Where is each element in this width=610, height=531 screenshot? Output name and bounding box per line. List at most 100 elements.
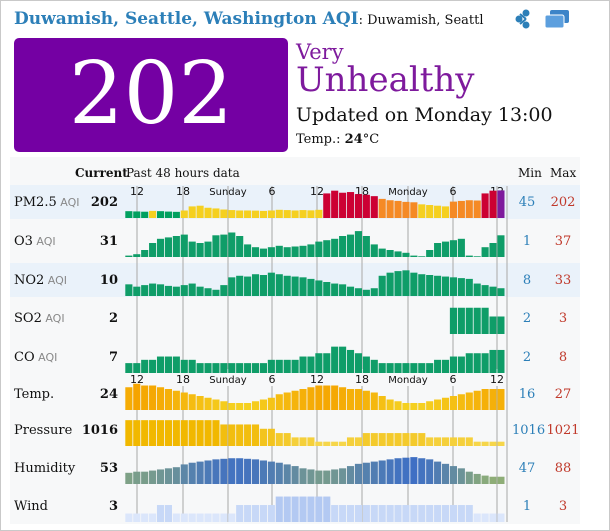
top-axis-tick-6: Monday xyxy=(388,187,428,198)
current-header: Current xyxy=(75,166,128,180)
bar-no2-44 xyxy=(473,283,481,296)
bar-humidity-19 xyxy=(275,462,283,484)
bar-co-22 xyxy=(299,356,307,373)
max-value-o3: 37 xyxy=(554,234,572,249)
bar-wind-39 xyxy=(434,505,442,522)
aqi-level-line1: Very xyxy=(296,40,344,64)
bar-o3-9 xyxy=(196,243,204,257)
station-header: Duwamish, Seattle, Washington AQI: Duwam… xyxy=(14,9,484,29)
bar-pressure-29 xyxy=(354,437,362,446)
bar-no2-0 xyxy=(125,284,133,296)
aqi-suffix: AQI xyxy=(41,312,65,325)
bar-temp-44 xyxy=(473,390,481,410)
bar-o3-19 xyxy=(275,245,283,257)
bar-no2-32 xyxy=(378,275,386,296)
bar-pressure-47 xyxy=(497,441,505,446)
bar-wind-6 xyxy=(172,513,180,522)
bar-temp-1 xyxy=(133,383,141,410)
bar-pm25-16 xyxy=(251,210,260,218)
window-icon[interactable] xyxy=(543,8,571,30)
bar-so2-43 xyxy=(465,307,473,334)
bar-o3-46 xyxy=(489,243,497,257)
bar-pm25-36 xyxy=(410,202,418,218)
past-header: Past 48 hours data xyxy=(126,166,240,180)
bar-temp-45 xyxy=(481,389,489,410)
row-label-text: SO2 xyxy=(14,311,42,326)
station-title[interactable]: Duwamish, Seattle, Washington AQI xyxy=(14,9,359,29)
lower-axis-tick-1: 18 xyxy=(176,373,190,386)
lower-axis-tick-7: 6 xyxy=(450,373,457,386)
bar-wind-38 xyxy=(426,505,434,522)
min-value-humidity: 47 xyxy=(518,461,536,476)
bar-pm25-5 xyxy=(164,211,172,218)
lower-axis-tick-5: 18 xyxy=(355,373,369,386)
bar-no2-47 xyxy=(497,288,505,296)
row-label-text: Pressure xyxy=(14,423,73,438)
share-icon[interactable] xyxy=(512,8,534,30)
bar-wind-25 xyxy=(323,496,331,522)
bar-pm25-46 xyxy=(489,190,497,218)
bar-wind-17 xyxy=(259,505,267,522)
bar-o3-22 xyxy=(299,245,307,257)
bar-wind-41 xyxy=(449,505,457,522)
bar-pm25-18 xyxy=(267,210,275,218)
bar-no2-27 xyxy=(339,284,347,296)
bar-co-21 xyxy=(291,359,299,373)
max-value-humidity: 88 xyxy=(554,461,572,476)
bar-humidity-27 xyxy=(339,468,347,484)
bar-co-15 xyxy=(244,363,252,373)
bar-no2-40 xyxy=(441,276,450,296)
bar-pressure-42 xyxy=(457,437,465,446)
bar-wind-31 xyxy=(370,505,378,522)
bar-wind-44 xyxy=(473,513,481,522)
bar-o3-16 xyxy=(251,247,260,257)
bar-pressure-30 xyxy=(362,433,370,446)
bar-no2-7 xyxy=(180,285,188,296)
bar-pm25-9 xyxy=(196,205,204,218)
bar-humidity-32 xyxy=(378,460,386,484)
bar-pm25-24 xyxy=(315,209,323,218)
bar-co-3 xyxy=(149,359,157,373)
bar-humidity-22 xyxy=(299,468,307,484)
temp-unit: °C xyxy=(362,132,380,147)
bar-co-41 xyxy=(449,356,457,373)
bar-pressure-43 xyxy=(465,437,473,446)
bar-co-29 xyxy=(354,353,362,373)
bar-co-5 xyxy=(164,356,172,373)
bar-humidity-29 xyxy=(354,463,362,484)
bar-no2-14 xyxy=(236,275,244,296)
bar-humidity-34 xyxy=(394,458,402,484)
bar-so2-42 xyxy=(457,307,465,334)
bar-o3-20 xyxy=(283,247,291,257)
bar-pm25-30 xyxy=(362,194,370,218)
bar-co-1 xyxy=(133,363,141,373)
bar-wind-18 xyxy=(267,505,275,522)
bar-no2-16 xyxy=(251,274,260,296)
bar-humidity-10 xyxy=(204,460,212,484)
bar-no2-10 xyxy=(204,288,212,296)
row-label-pressure: Pressure xyxy=(14,423,72,438)
bar-pressure-5 xyxy=(164,420,172,446)
row-label-o3: O3 AQI xyxy=(14,234,56,249)
bar-temp-27 xyxy=(339,387,347,410)
lower-axis-tick-2: Sunday xyxy=(209,375,246,386)
bar-wind-7 xyxy=(180,513,188,522)
bar-humidity-7 xyxy=(180,464,188,484)
bar-pm25-25 xyxy=(323,193,331,218)
bar-pressure-40 xyxy=(441,437,450,446)
bar-temp-31 xyxy=(370,392,378,410)
current-value-temp: 24 xyxy=(99,387,118,402)
bar-humidity-20 xyxy=(283,464,291,484)
bar-co-24 xyxy=(315,353,323,373)
bar-pressure-0 xyxy=(125,420,133,446)
aqi-suffix: AQI xyxy=(32,235,56,248)
current-value-no2: 10 xyxy=(99,273,118,288)
bar-humidity-6 xyxy=(172,467,180,484)
bar-temp-47 xyxy=(497,389,505,410)
bar-o3-32 xyxy=(378,248,386,257)
bar-humidity-43 xyxy=(465,471,473,484)
bar-no2-12 xyxy=(220,285,228,296)
bar-wind-36 xyxy=(410,505,418,522)
current-value-o3: 31 xyxy=(99,234,118,249)
bar-pm25-33 xyxy=(386,200,394,218)
